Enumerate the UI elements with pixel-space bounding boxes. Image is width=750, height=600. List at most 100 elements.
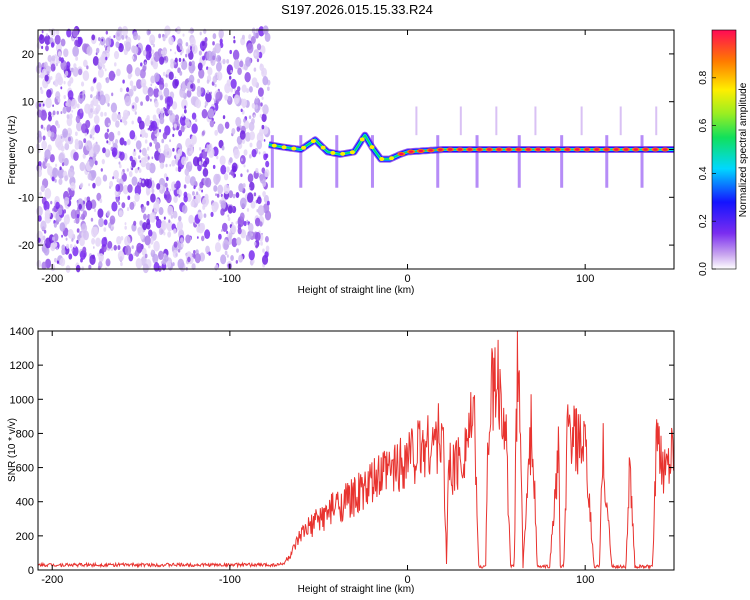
noise-speckle	[38, 103, 42, 108]
noise-speckle	[149, 162, 156, 174]
noise-speckle	[108, 122, 111, 126]
noise-speckle	[165, 193, 172, 204]
noise-speckle	[113, 50, 120, 60]
noise-speckle	[45, 45, 49, 52]
noise-speckle	[124, 225, 127, 230]
noise-speckle	[198, 161, 202, 166]
spectral-spike	[640, 135, 644, 188]
spectral-spike-faint	[495, 106, 498, 136]
noise-speckle	[235, 191, 240, 198]
snr-y-tick-label: 1000	[10, 394, 34, 406]
noise-speckle	[153, 240, 160, 252]
noise-speckle	[173, 241, 178, 248]
noise-speckle	[150, 75, 156, 84]
noise-speckle	[230, 224, 237, 234]
noise-speckle	[63, 80, 66, 85]
noise-speckle	[168, 219, 171, 223]
noise-speckle	[93, 144, 100, 155]
noise-speckle	[108, 70, 116, 82]
noise-speckle	[95, 47, 100, 54]
noise-speckle	[249, 181, 255, 191]
noise-speckle	[155, 218, 162, 229]
snr-x-tick-label: -100	[219, 574, 241, 586]
noise-speckle	[188, 74, 195, 84]
noise-speckle	[41, 140, 48, 150]
noise-speckle	[204, 36, 208, 43]
noise-speckle	[204, 157, 210, 165]
noise-speckle	[66, 214, 70, 219]
noise-speckle	[151, 249, 154, 254]
noise-speckle	[50, 42, 55, 48]
noise-speckle	[58, 178, 63, 186]
noise-speckle	[167, 205, 174, 216]
noise-speckle	[146, 190, 150, 196]
noise-speckle	[81, 266, 85, 271]
noise-speckle	[131, 245, 134, 249]
noise-speckle	[63, 95, 66, 100]
noise-speckle	[165, 74, 168, 78]
noise-speckle	[44, 209, 51, 220]
noise-speckle	[76, 214, 80, 219]
spectral-spike	[335, 135, 339, 188]
colorbar-tick-label: 0.2	[698, 214, 709, 228]
snr-y-tick-label: 1400	[10, 326, 34, 338]
noise-speckle	[61, 161, 65, 167]
noise-speckle	[117, 250, 125, 262]
noise-speckle	[199, 181, 204, 189]
noise-speckle	[195, 191, 199, 196]
signal-hotspot-core	[535, 148, 541, 151]
noise-speckle	[50, 63, 56, 72]
noise-speckle	[193, 185, 196, 190]
spectrogram-x-axis: -200 -100 0 100	[41, 30, 594, 285]
noise-speckle	[153, 87, 160, 98]
noise-speckle	[220, 164, 227, 175]
noise-speckle	[154, 86, 157, 90]
noise-speckle	[251, 27, 256, 34]
noise-speckle	[79, 94, 83, 99]
noise-speckle	[146, 29, 151, 36]
noise-speckle	[144, 153, 150, 163]
noise-speckle	[42, 135, 46, 141]
snr-panel: -200 -100 0 100 0 200 400 600 800 1000 1200 1400 H…	[7, 326, 675, 595]
noise-speckle	[104, 111, 107, 117]
noise-speckle	[184, 105, 187, 109]
noise-speckle	[257, 87, 264, 97]
noise-speckle	[174, 51, 177, 55]
noise-speckle	[55, 201, 60, 210]
noise-speckle	[199, 31, 202, 36]
noise-speckle	[52, 104, 54, 108]
noise-speckle	[254, 52, 257, 57]
noise-speckle	[169, 164, 172, 167]
noise-speckle	[144, 61, 147, 65]
noise-speckle	[190, 83, 194, 89]
signal-hotspot-core	[457, 148, 463, 151]
noise-speckle	[233, 39, 236, 44]
noise-speckle	[236, 236, 242, 246]
noise-speckle	[73, 151, 79, 162]
noise-speckle	[248, 86, 253, 93]
noise-speckle	[118, 201, 121, 206]
noise-speckle	[98, 253, 104, 262]
noise-speckle	[166, 176, 169, 182]
signal-hotspot-core	[526, 148, 531, 151]
noise-speckle	[90, 128, 95, 136]
noise-speckle	[145, 162, 151, 171]
snr-y-label: SNR (10 * v/v)	[7, 418, 18, 482]
noise-speckle	[146, 51, 150, 57]
noise-speckle	[182, 33, 185, 37]
noise-speckle	[266, 200, 270, 206]
noise-speckle	[174, 183, 178, 189]
noise-speckle	[50, 131, 55, 138]
noise-speckle	[184, 117, 190, 126]
noise-speckle	[99, 94, 106, 106]
noise-speckle	[135, 258, 143, 269]
noise-speckle	[264, 210, 272, 221]
noise-speckle	[215, 193, 217, 197]
noise-speckle	[124, 95, 132, 107]
noise-speckle	[73, 219, 76, 224]
noise-speckle	[110, 224, 115, 230]
noise-speckle	[254, 231, 261, 242]
signal-hotspot-core	[574, 148, 580, 151]
snr-y-tick-label: 200	[16, 531, 34, 543]
noise-speckle	[259, 173, 266, 184]
